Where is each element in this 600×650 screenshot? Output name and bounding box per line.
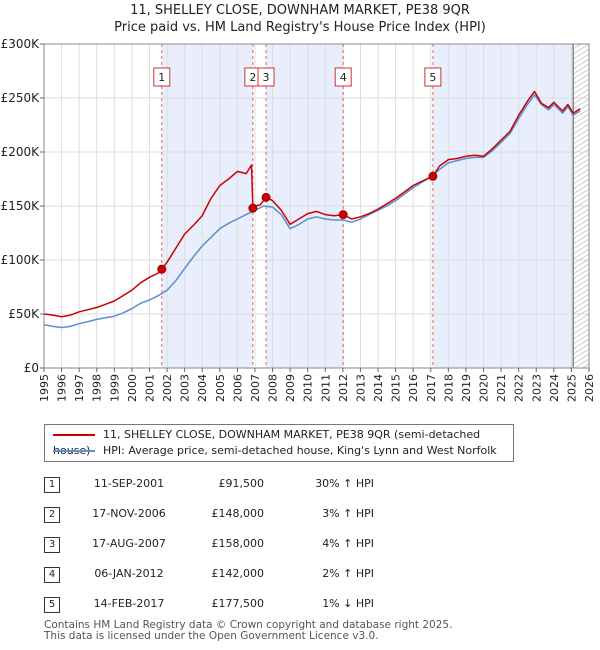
x-tick-label: 1996 [56, 374, 69, 402]
sale-point [428, 171, 438, 181]
x-tick-label: 2009 [284, 374, 297, 402]
x-tick-label: 2001 [143, 374, 156, 402]
x-tick-label: 2002 [161, 374, 174, 402]
legend-swatch-hpi [53, 450, 95, 452]
y-tick-label: £0 [24, 361, 39, 375]
x-tick-label: 2026 [583, 374, 596, 402]
sale-marker-label: 3 [263, 71, 270, 84]
x-tick-label: 1998 [91, 374, 104, 402]
x-tick-label: 2017 [425, 374, 438, 402]
sale-price: £142,000 [211, 567, 265, 580]
sale-point [261, 192, 271, 202]
sale-price: £177,500 [211, 597, 265, 610]
x-tick-label: 2018 [442, 374, 455, 402]
x-tick-label: 2004 [196, 374, 209, 402]
sale-hpi-diff: 3% ↑ HPI [322, 507, 374, 520]
sale-row: 5 14-FEB-2017 £177,500 1% ↓ HPI [44, 594, 384, 624]
sale-price: £158,000 [211, 537, 265, 550]
x-tick-label: 2024 [548, 374, 561, 402]
x-tick-label: 2005 [214, 374, 227, 402]
sale-number-box: 3 [44, 537, 60, 553]
sale-price: £91,500 [218, 477, 265, 490]
x-tick-label: 1997 [73, 374, 86, 402]
sale-number-box: 1 [44, 477, 60, 493]
y-tick-label: £150K [1, 199, 41, 213]
sale-date: 17-NOV-2006 [92, 507, 166, 520]
x-tick-label: 2014 [372, 374, 385, 402]
x-tick-label: 2013 [354, 374, 367, 402]
sale-date: 11-SEP-2001 [93, 477, 165, 490]
sale-point [338, 210, 348, 220]
x-tick-label: 2012 [337, 374, 350, 402]
legend: 11, SHELLEY CLOSE, DOWNHAM MARKET, PE38 … [44, 424, 514, 462]
x-tick-label: 2016 [407, 374, 420, 402]
y-tick-label: £50K [8, 307, 40, 321]
x-tick-label: 2022 [513, 374, 526, 402]
y-tick-label: £100K [1, 253, 41, 267]
sale-hpi-diff: 30% ↑ HPI [315, 477, 374, 490]
hpi-line [43, 94, 581, 329]
legend-item-price: 11, SHELLEY CLOSE, DOWNHAM MARKET, PE38 … [53, 427, 513, 457]
x-tick-label: 2021 [495, 374, 508, 402]
sale-point [157, 264, 167, 274]
chart-title: 11, SHELLEY CLOSE, DOWNHAM MARKET, PE38 … [130, 3, 470, 18]
sale-marker-label: 1 [158, 71, 165, 84]
x-tick-label: 1999 [108, 374, 121, 402]
sale-price: £148,000 [211, 507, 265, 520]
sale-marker-box [424, 67, 442, 87]
sale-marker-box [153, 67, 171, 87]
sale-marker-label: 5 [429, 71, 436, 84]
x-tick-label: 2011 [319, 374, 332, 402]
sale-number-box: 4 [44, 567, 60, 583]
sale-point [248, 203, 258, 213]
sales-table: 1 11-SEP-2001 £91,500 30% ↑ HPI 2 17-NOV… [44, 474, 384, 624]
footer: Contains HM Land Registry data © Crown c… [44, 620, 452, 642]
footer-licence: This data is licensed under the Open Gov… [44, 630, 379, 642]
legend-swatch-price [53, 434, 95, 436]
sale-date: 06-JAN-2012 [94, 567, 164, 580]
sale-marker-label: 4 [340, 71, 347, 84]
x-tick-label: 2019 [460, 374, 473, 402]
x-tick-label: 2015 [390, 374, 403, 402]
sale-row: 2 17-NOV-2006 £148,000 3% ↑ HPI [44, 504, 384, 534]
sale-marker-box [257, 67, 275, 87]
sale-row: 4 06-JAN-2012 £142,000 2% ↑ HPI [44, 564, 384, 594]
x-tick-label: 2003 [179, 374, 192, 402]
x-tick-label: 2000 [126, 374, 139, 402]
legend-item-hpi: HPI: Average price, semi-detached house,… [53, 443, 497, 459]
sale-date: 14-FEB-2017 [93, 597, 165, 610]
footer-copyright: Contains HM Land Registry data © Crown c… [44, 619, 453, 631]
sale-hpi-diff: 4% ↑ HPI [322, 537, 374, 550]
y-tick-label: £300K [1, 37, 41, 51]
sale-date: 17-AUG-2007 [92, 537, 166, 550]
sale-hpi-diff: 2% ↑ HPI [322, 567, 374, 580]
x-tick-label: 2006 [231, 374, 244, 402]
sale-hpi-diff: 1% ↓ HPI [322, 597, 374, 610]
sale-number-box: 2 [44, 507, 60, 523]
x-tick-label: 2008 [267, 374, 280, 402]
x-tick-label: 2020 [478, 374, 491, 402]
sale-marker-label: 2 [249, 71, 256, 84]
x-tick-label: 1995 [38, 374, 51, 402]
sale-row: 3 17-AUG-2007 £158,000 4% ↑ HPI [44, 534, 384, 564]
price-paid-line [43, 90, 581, 318]
forecast-hatch [573, 44, 590, 368]
x-tick-label: 2025 [565, 374, 578, 402]
sale-number-box: 5 [44, 597, 60, 613]
y-tick-label: £250K [1, 91, 41, 105]
x-tick-label: 2010 [302, 374, 315, 402]
y-tick-label: £200K [1, 145, 41, 159]
x-tick-label: 2023 [530, 374, 543, 402]
chart-subtitle: Price paid vs. HM Land Registry's House … [114, 20, 486, 35]
sale-marker-box [334, 67, 352, 87]
sale-row: 1 11-SEP-2001 £91,500 30% ↑ HPI [44, 474, 384, 504]
x-tick-label: 2007 [249, 374, 262, 402]
legend-label-hpi: HPI: Average price, semi-detached house,… [103, 444, 497, 457]
